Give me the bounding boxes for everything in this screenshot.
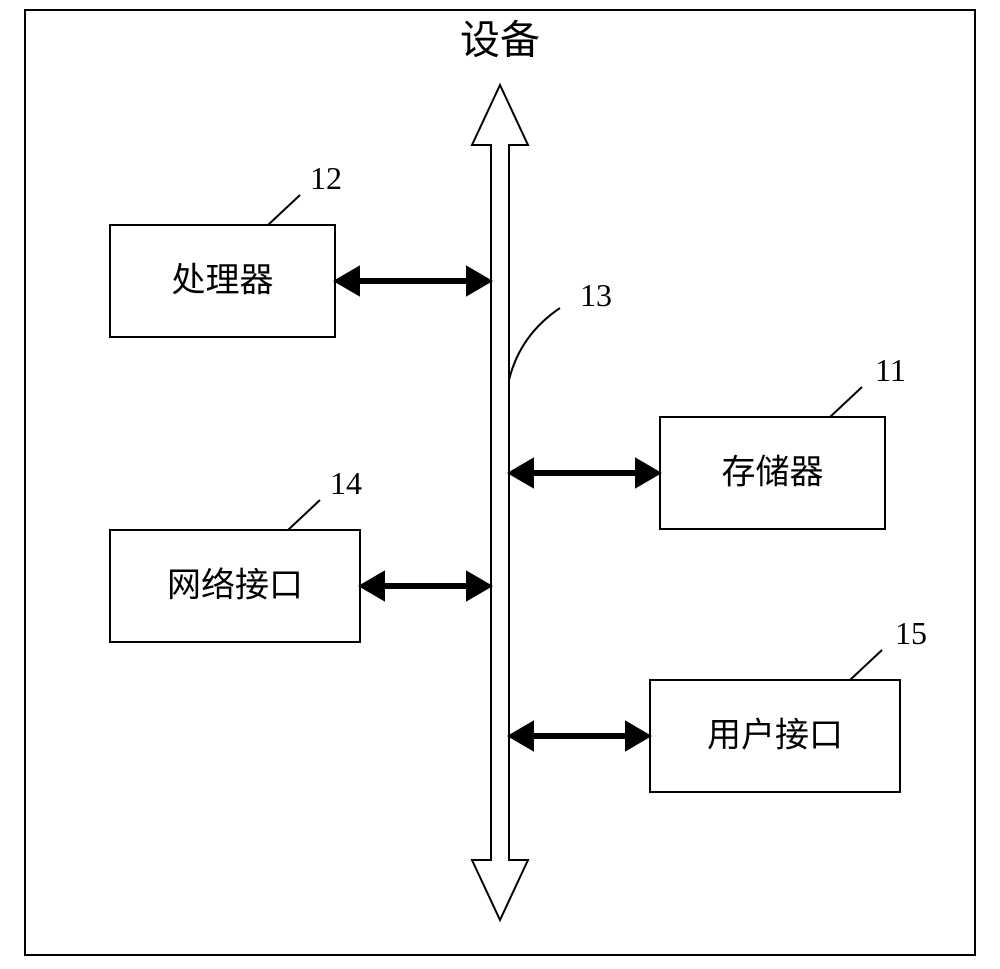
system-block-diagram: 设备 13 处理器 12 网络接口 14 存储器 11 用户接口 15 bbox=[0, 0, 1000, 969]
node-processor: 处理器 12 bbox=[110, 160, 491, 337]
node-processor-ref: 12 bbox=[310, 160, 342, 196]
node-processor-bus-connector bbox=[335, 267, 491, 295]
node-processor-ref-leader bbox=[268, 195, 300, 225]
node-user-ref-leader bbox=[850, 650, 882, 680]
node-user-label: 用户接口 bbox=[707, 717, 843, 755]
node-network-bus-connector bbox=[360, 572, 491, 600]
node-memory-bus-connector bbox=[509, 459, 660, 487]
node-network-ref: 14 bbox=[330, 465, 362, 501]
bus-ref-leader bbox=[509, 308, 560, 380]
diagram-title: 设备 bbox=[460, 18, 540, 63]
node-memory-ref-leader bbox=[830, 387, 862, 417]
node-memory-ref: 11 bbox=[875, 352, 906, 388]
system-bus bbox=[472, 85, 528, 920]
node-network: 网络接口 14 bbox=[110, 465, 491, 642]
node-processor-label: 处理器 bbox=[172, 263, 274, 300]
bus-ref-label: 13 bbox=[580, 277, 612, 313]
node-network-label: 网络接口 bbox=[167, 567, 303, 605]
node-memory: 存储器 11 bbox=[509, 352, 906, 529]
node-network-ref-leader bbox=[288, 500, 320, 530]
node-user-bus-connector bbox=[509, 722, 650, 750]
node-user: 用户接口 15 bbox=[509, 615, 927, 792]
nodes-layer: 处理器 12 网络接口 14 存储器 11 用户接口 15 bbox=[110, 160, 927, 792]
node-memory-label: 存储器 bbox=[722, 454, 824, 492]
node-user-ref: 15 bbox=[895, 615, 927, 651]
